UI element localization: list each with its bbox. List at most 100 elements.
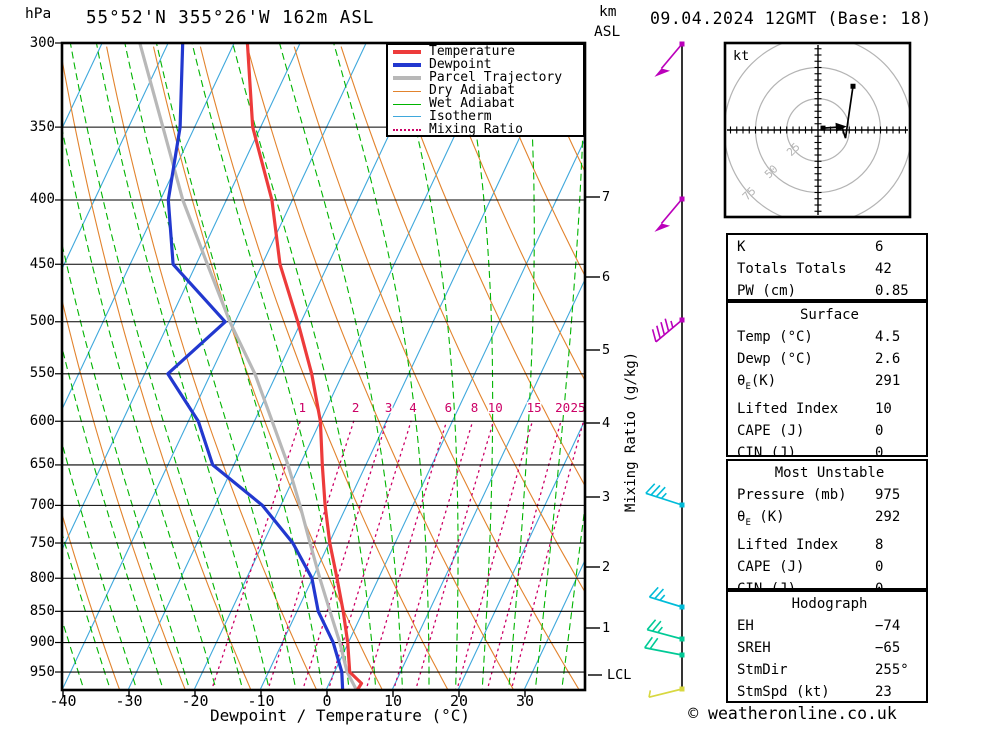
temperature-tick-label: 20 (449, 692, 469, 710)
pressure-axis-unit: hPa (25, 6, 52, 22)
table-row-value: 0 (875, 422, 884, 439)
lcl-label: LCL (607, 667, 632, 683)
table-row-value: 4.5 (875, 329, 901, 345)
wind-barb (654, 41, 685, 77)
credit-watermark: © weatheronline.co.uk (688, 704, 897, 723)
dry-adiabat-line (62, 511, 121, 690)
legend-swatch-wet-adiabat (393, 103, 421, 105)
isotherm-line (62, 43, 169, 271)
table-row: PW (cm) 0.85 (737, 280, 922, 299)
mixing-ratio-line (365, 420, 448, 690)
table-row-value: −65 (875, 640, 901, 656)
hodograph-frame (723, 41, 912, 219)
altitude-ticks (586, 196, 602, 676)
table-row-label: Lifted Index (737, 400, 839, 417)
pressure-tick-label: 600 (29, 412, 55, 429)
isotherm-line (523, 559, 585, 690)
isotherm-line (127, 43, 433, 690)
mixing-ratio-line (510, 420, 585, 690)
table-row: Dewp (°C) 2.6 (737, 348, 922, 370)
isotherm-line (457, 418, 585, 690)
dry-adiabat-line (293, 46, 580, 690)
table-row-value: 975 (875, 487, 901, 503)
wet-adiabat-line (62, 241, 191, 690)
wind-barb (644, 636, 685, 658)
dry-adiabat-line (387, 46, 585, 487)
wind-barb (645, 483, 685, 508)
sounding-curves (138, 43, 364, 690)
temperature-tick-label: -10 (247, 692, 275, 710)
legend-label: Mixing Ratio (429, 121, 523, 137)
altitude-tick-label: 1 (602, 620, 611, 636)
isotherm-line (391, 278, 585, 690)
pressure-tick-label: 500 (29, 313, 55, 330)
mixing-ratio-label: 8 (471, 400, 479, 415)
dry-adiabat-line (152, 46, 383, 690)
table-row-label: PW (cm) (737, 283, 797, 299)
pressure-tick-label: 900 (29, 634, 55, 650)
legend-item: Isotherm (393, 110, 583, 123)
legend-swatch-dewpoint (393, 63, 421, 68)
pressure-tick-label: 650 (29, 456, 55, 473)
table-row-label: CAPE (J) (737, 422, 805, 439)
legend-item: Wet Adiabat (393, 96, 583, 111)
pressure-tick-label: 350 (29, 118, 55, 135)
legend-label: Wet Adiabat (429, 96, 516, 111)
table-row-label: CIN (J) (737, 444, 797, 457)
table-row: StmDir 255° (737, 659, 922, 681)
wet-adiabat-line (333, 43, 430, 690)
altitude-tick-label: 7 (602, 189, 611, 205)
temperature-tick-label: -30 (115, 692, 143, 710)
legend-swatch-temperature (393, 50, 421, 55)
table-header: Surface (799, 307, 859, 323)
temperature-tick-label: 10 (383, 692, 403, 710)
mixing-ratio-label: 15 (527, 400, 542, 415)
altitude-tick-label: 6 (602, 269, 611, 285)
table-row-value: 6 (875, 239, 884, 255)
table-surface: Surface Temp (°C) 4.5 Dewp (°C) 2.6 θE(K) 291 L… (726, 301, 928, 457)
legend-label: Temperature (429, 44, 516, 60)
table-row-label: StmDir (737, 662, 788, 678)
table-row-label: StmSpd (kt) (737, 684, 830, 700)
table-row: StmSpd (kt) 23 (737, 681, 922, 701)
dry-adiabat-line (62, 297, 186, 690)
table-row-value: 42 (875, 261, 892, 277)
legend-item: Parcel Trajectory (393, 71, 583, 85)
legend-swatch-parcel-trajectory (393, 76, 421, 81)
table-row: CIN (J) 0 (737, 442, 922, 457)
wind-barb (654, 196, 685, 232)
dry-adiabat-line (246, 46, 515, 690)
wet-adiabat-line (62, 345, 164, 690)
wind-barb-column (644, 41, 685, 699)
mixing-ratio-line (414, 420, 495, 690)
table-row: Lifted Index 8 (737, 534, 922, 556)
isotherm-line (62, 43, 367, 690)
plot-frame (60, 41, 587, 692)
hodograph-arrowhead (835, 122, 847, 132)
altitude-tick-label: 2 (602, 559, 611, 575)
legend-item: Mixing Ratio (393, 123, 583, 136)
table-indices: K 6 Totals Totals 42 PW (cm) 0.85 (726, 233, 928, 301)
temperature-tick-label: -40 (49, 692, 77, 710)
table-row-label: EH (737, 618, 754, 634)
temperature-tick-label: 0 (322, 692, 332, 710)
altitude-tick-label: 3 (602, 489, 611, 505)
legend-swatch-isotherm (393, 116, 421, 118)
legend-swatch-mixing-ratio (393, 128, 421, 131)
table-row-label: Dewp (°C) (737, 351, 813, 367)
temperature-ticks (62, 691, 526, 697)
mixing-ratio-label: 1 (299, 400, 307, 415)
isotherm-line (325, 137, 585, 690)
table-row-value: 0 (875, 444, 884, 457)
mixing-ratio-label: 20 (555, 400, 570, 415)
table-row-value: 255° (875, 662, 909, 678)
pressure-tick-label: 700 (29, 496, 55, 513)
pressure-tick-label: 800 (29, 569, 55, 586)
wet-adiabat-line (124, 43, 297, 690)
wet-adiabat-line (561, 502, 585, 690)
table-row-label: θE(K) (737, 373, 777, 392)
wet-adiabat-line (232, 43, 377, 690)
